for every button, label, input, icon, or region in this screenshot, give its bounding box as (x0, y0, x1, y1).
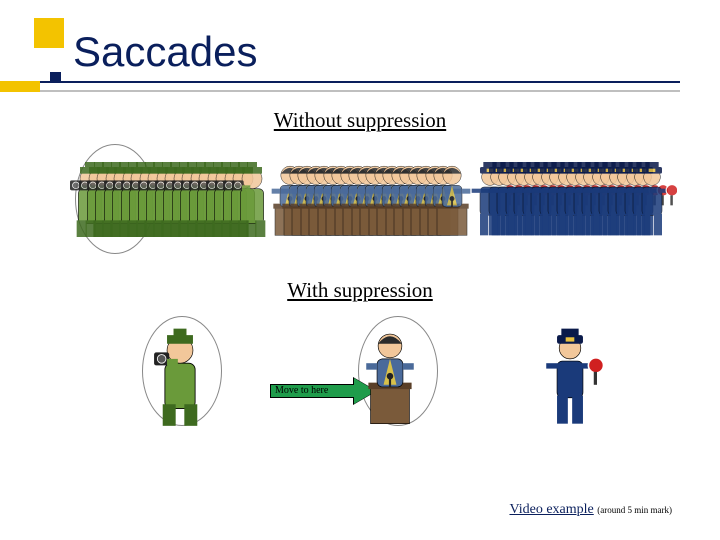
slide-title: Saccades (73, 28, 257, 76)
clear-figure-police (530, 320, 620, 430)
subtitle-with: With suppression (287, 278, 433, 303)
clear-figure-speaker (350, 320, 440, 430)
video-link-area: Video example (around 5 min mark) (509, 502, 672, 518)
video-note: (around 5 min mark) (597, 505, 672, 515)
blur-copy (627, 148, 677, 246)
decor-yellow-block (34, 18, 64, 48)
clear-figure-photographer (140, 320, 230, 430)
with-suppression-row: Move to here (100, 320, 640, 440)
decor-yellow-bar (0, 81, 40, 92)
slide-header: Saccades (0, 0, 720, 100)
video-example-link[interactable]: Video example (509, 502, 593, 517)
arrow-label: Move to here (275, 385, 328, 396)
title-underline-navy (40, 81, 680, 83)
title-underline-grey (40, 90, 680, 92)
subtitle-without: Without suppression (274, 108, 446, 133)
without-suppression-row (65, 148, 660, 253)
